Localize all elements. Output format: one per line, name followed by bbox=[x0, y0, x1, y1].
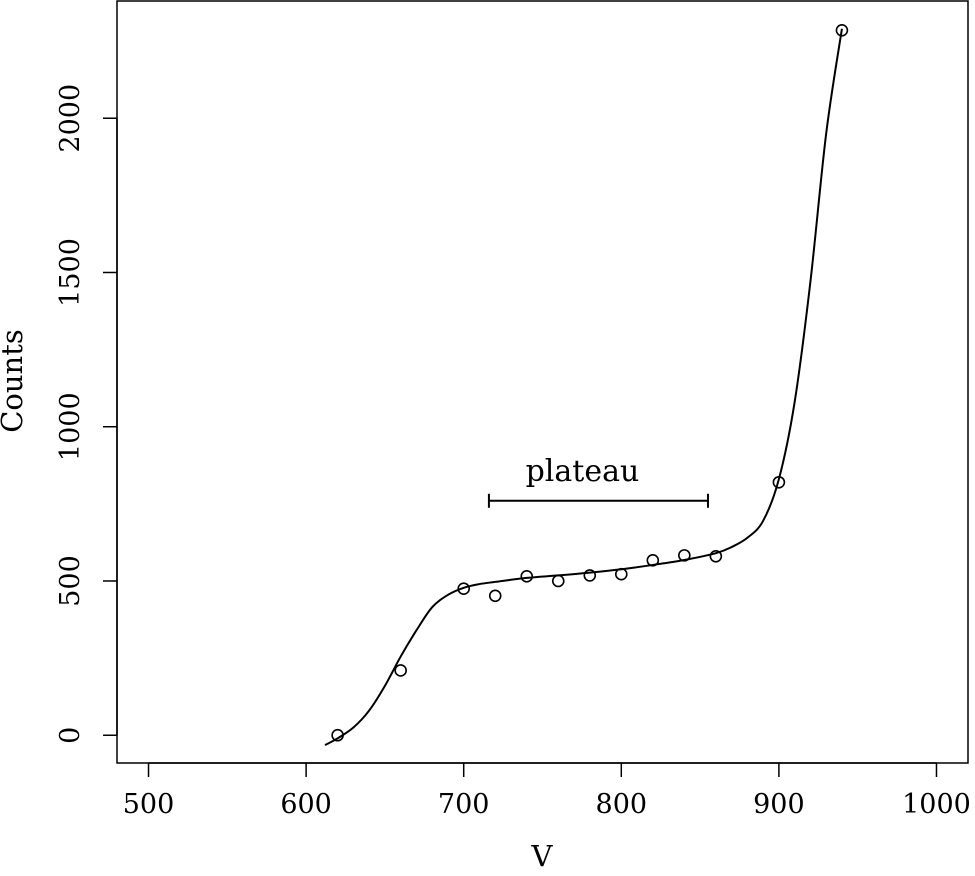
data-point bbox=[331, 728, 344, 742]
data-point bbox=[772, 475, 786, 489]
y-axis: 0 500 1000 1500 2000 bbox=[55, 84, 118, 744]
data-point bbox=[551, 574, 565, 588]
data-point bbox=[646, 554, 660, 567]
x-axis: 500 600 700 800 900 1000 bbox=[123, 762, 971, 820]
x-tick-label: 800 bbox=[596, 789, 648, 820]
data-point bbox=[488, 589, 502, 603]
data-point bbox=[614, 567, 628, 581]
fitted-curve-line bbox=[324, 28, 843, 746]
plateau-annotation: plateau bbox=[487, 454, 709, 508]
x-tick-label: 900 bbox=[753, 789, 805, 820]
y-tick-label: 1000 bbox=[55, 392, 86, 461]
x-tick-label: 600 bbox=[280, 789, 332, 820]
data-point bbox=[709, 550, 723, 563]
x-tick-label: 700 bbox=[438, 789, 490, 820]
y-tick-label: 1500 bbox=[55, 238, 86, 307]
y-tick-label: 2000 bbox=[55, 84, 86, 153]
x-tick-label: 500 bbox=[123, 789, 175, 820]
x-tick-label: 1000 bbox=[902, 789, 971, 820]
data-point bbox=[678, 549, 691, 562]
y-axis-label: Counts bbox=[0, 329, 29, 433]
data-point bbox=[394, 664, 407, 677]
plot-frame bbox=[116, 0, 969, 764]
y-tick-label: 500 bbox=[55, 555, 86, 607]
y-tick-label: 0 bbox=[55, 727, 86, 744]
plateau-label: plateau bbox=[526, 454, 640, 489]
x-axis-label: V bbox=[531, 839, 554, 873]
data-points bbox=[331, 24, 849, 742]
data-point bbox=[520, 570, 534, 583]
fitted-curve bbox=[324, 28, 843, 746]
data-point bbox=[835, 24, 849, 37]
data-point bbox=[583, 569, 597, 582]
data-point bbox=[457, 582, 471, 595]
